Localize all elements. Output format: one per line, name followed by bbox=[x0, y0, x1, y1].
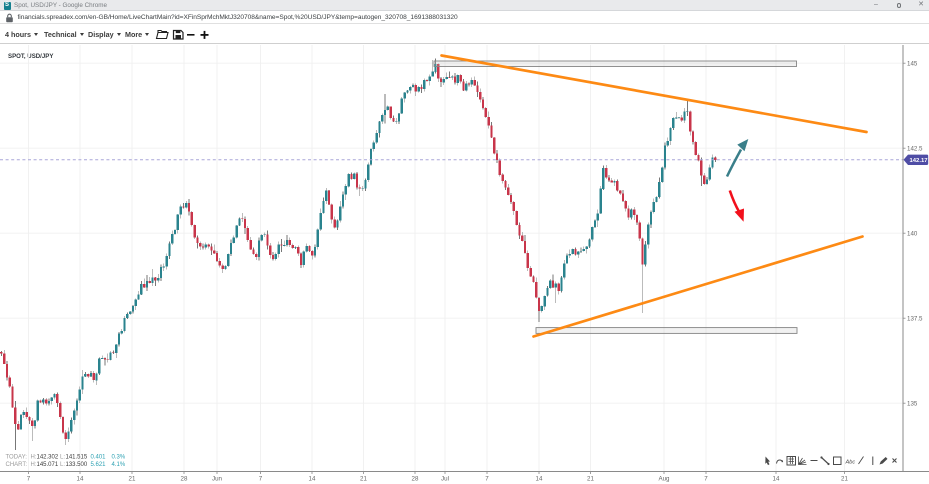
svg-text:142.17: 142.17 bbox=[910, 158, 929, 164]
svg-text:Jul: Jul bbox=[441, 476, 449, 483]
svg-text:135: 135 bbox=[907, 400, 918, 407]
svg-text:L:: L: bbox=[60, 462, 65, 468]
svg-text:142.5: 142.5 bbox=[907, 145, 923, 152]
svg-text:137.5: 137.5 bbox=[907, 315, 923, 322]
svg-text:7: 7 bbox=[485, 476, 489, 483]
svg-text:142.302: 142.302 bbox=[37, 455, 59, 461]
svg-text:7: 7 bbox=[704, 476, 708, 483]
svg-text:141.515: 141.515 bbox=[66, 455, 88, 461]
svg-text:H:: H: bbox=[31, 455, 37, 461]
svg-text:14: 14 bbox=[773, 476, 780, 483]
svg-text:14: 14 bbox=[536, 476, 543, 483]
svg-text:21: 21 bbox=[841, 476, 848, 483]
svg-text:TODAY:: TODAY: bbox=[6, 455, 28, 461]
svg-text:133.500: 133.500 bbox=[66, 462, 88, 468]
svg-text:21: 21 bbox=[587, 476, 594, 483]
svg-text:21: 21 bbox=[360, 476, 367, 483]
svg-text:Abc: Abc bbox=[845, 460, 856, 466]
svg-text:0.3%: 0.3% bbox=[112, 455, 126, 461]
svg-text:L:: L: bbox=[60, 455, 65, 461]
svg-text:Aug: Aug bbox=[658, 476, 670, 483]
svg-text:Jun: Jun bbox=[212, 476, 223, 483]
svg-text:0.401: 0.401 bbox=[91, 455, 107, 461]
svg-text:145.071: 145.071 bbox=[37, 462, 59, 468]
svg-text:4.1%: 4.1% bbox=[112, 462, 126, 468]
svg-text:145: 145 bbox=[907, 60, 918, 67]
svg-text:140: 140 bbox=[907, 230, 918, 237]
svg-text:21: 21 bbox=[129, 476, 136, 483]
svg-text:7: 7 bbox=[27, 476, 31, 483]
svg-text:28: 28 bbox=[181, 476, 188, 483]
svg-text:14: 14 bbox=[77, 476, 84, 483]
svg-text:7: 7 bbox=[259, 476, 263, 483]
svg-text:28: 28 bbox=[412, 476, 419, 483]
svg-text:5.621: 5.621 bbox=[91, 462, 107, 468]
svg-text:CHART:: CHART: bbox=[6, 462, 28, 468]
svg-text:H:: H: bbox=[31, 462, 37, 468]
svg-text:14: 14 bbox=[309, 476, 316, 483]
